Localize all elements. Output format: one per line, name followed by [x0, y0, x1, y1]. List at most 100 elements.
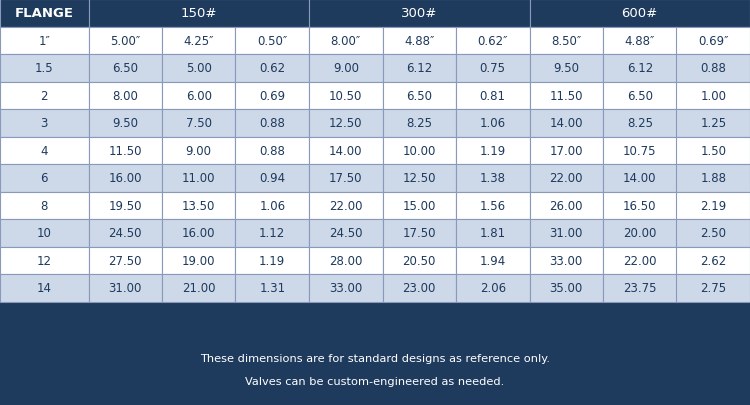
Text: 1.19: 1.19 — [259, 254, 285, 267]
Bar — [603, 28, 676, 55]
Text: 22.00: 22.00 — [550, 172, 583, 185]
Bar — [88, 274, 162, 302]
Bar — [456, 28, 530, 55]
Bar — [456, 247, 530, 274]
Text: C: C — [268, 35, 277, 48]
Text: 16.00: 16.00 — [109, 172, 142, 185]
Text: 8.25: 8.25 — [627, 117, 652, 130]
Bar — [236, 55, 309, 82]
Text: 17.00: 17.00 — [550, 145, 583, 158]
Bar — [603, 28, 676, 55]
Bar — [456, 164, 530, 192]
Bar — [162, 137, 236, 164]
Text: 31.00: 31.00 — [109, 281, 142, 294]
Text: 6.50: 6.50 — [627, 90, 652, 102]
Bar — [0, 110, 88, 137]
Bar — [236, 137, 309, 164]
Text: 6.12: 6.12 — [406, 62, 432, 75]
Bar — [162, 110, 236, 137]
Text: 14.00: 14.00 — [550, 117, 583, 130]
Bar — [88, 28, 162, 55]
Text: 10.50: 10.50 — [329, 90, 362, 102]
Bar — [603, 164, 676, 192]
Bar — [236, 28, 309, 55]
Bar — [236, 82, 309, 110]
Bar — [236, 247, 309, 274]
Bar — [0, 55, 88, 82]
Text: 20.50: 20.50 — [403, 254, 436, 267]
Text: 0.81: 0.81 — [480, 90, 506, 102]
Bar — [236, 220, 309, 247]
Text: 0.75: 0.75 — [480, 62, 506, 75]
Bar — [603, 247, 676, 274]
Bar — [603, 192, 676, 220]
Bar — [309, 28, 382, 55]
Text: 1″: 1″ — [38, 35, 50, 48]
Text: 35.00: 35.00 — [550, 281, 583, 294]
Text: 8.00″: 8.00″ — [331, 35, 361, 48]
Bar — [309, 220, 382, 247]
Text: 16.50: 16.50 — [623, 199, 656, 212]
Bar — [530, 110, 603, 137]
Bar — [88, 220, 162, 247]
Text: 11.50: 11.50 — [109, 145, 142, 158]
Bar — [382, 247, 456, 274]
Bar — [162, 82, 236, 110]
Bar — [162, 220, 236, 247]
Text: SIZE: SIZE — [28, 35, 60, 48]
Text: 4: 4 — [40, 145, 48, 158]
Bar — [309, 28, 382, 55]
Text: 1.56: 1.56 — [480, 199, 506, 212]
Text: 0.62: 0.62 — [260, 62, 285, 75]
Bar — [382, 110, 456, 137]
Bar — [530, 164, 603, 192]
Text: 2.75: 2.75 — [700, 281, 726, 294]
Bar — [530, 28, 603, 55]
Bar — [382, 28, 456, 55]
Text: 1.12: 1.12 — [259, 227, 285, 240]
Bar — [88, 0, 309, 28]
Text: 12: 12 — [37, 254, 52, 267]
Bar — [603, 137, 676, 164]
Text: 12.50: 12.50 — [403, 172, 436, 185]
Bar — [676, 274, 750, 302]
Bar — [530, 247, 603, 274]
Text: 22.00: 22.00 — [329, 199, 362, 212]
Text: 22.00: 22.00 — [623, 254, 656, 267]
Text: 13.50: 13.50 — [182, 199, 215, 212]
Bar — [0, 28, 88, 55]
Text: 0.88: 0.88 — [260, 145, 285, 158]
Text: 16.00: 16.00 — [182, 227, 215, 240]
Text: 20.00: 20.00 — [623, 227, 656, 240]
Text: 17.50: 17.50 — [403, 227, 436, 240]
Bar — [603, 82, 676, 110]
Text: 1.25: 1.25 — [700, 117, 726, 130]
Text: 9.50: 9.50 — [554, 62, 579, 75]
Text: 150#: 150# — [181, 7, 217, 20]
Text: 11.50: 11.50 — [550, 90, 583, 102]
Text: 0.94: 0.94 — [260, 172, 285, 185]
Bar — [456, 274, 530, 302]
Text: 4.25″: 4.25″ — [184, 35, 214, 48]
Text: Valves can be custom-engineered as needed.: Valves can be custom-engineered as neede… — [245, 376, 505, 386]
Bar — [382, 82, 456, 110]
Text: 14.00: 14.00 — [329, 145, 362, 158]
Text: A: A — [562, 35, 571, 48]
Text: 1.5: 1.5 — [35, 62, 53, 75]
Bar — [676, 247, 750, 274]
Bar — [530, 82, 603, 110]
Bar — [530, 192, 603, 220]
Bar — [382, 192, 456, 220]
Bar — [676, 28, 750, 55]
Bar — [236, 164, 309, 192]
Bar — [88, 55, 162, 82]
Bar — [88, 192, 162, 220]
Bar — [162, 28, 236, 55]
Bar — [236, 192, 309, 220]
Bar — [382, 137, 456, 164]
Text: 0.50″: 0.50″ — [257, 35, 287, 48]
Text: B: B — [194, 35, 203, 48]
Bar — [88, 28, 162, 55]
Bar — [162, 247, 236, 274]
Text: A: A — [121, 35, 130, 48]
